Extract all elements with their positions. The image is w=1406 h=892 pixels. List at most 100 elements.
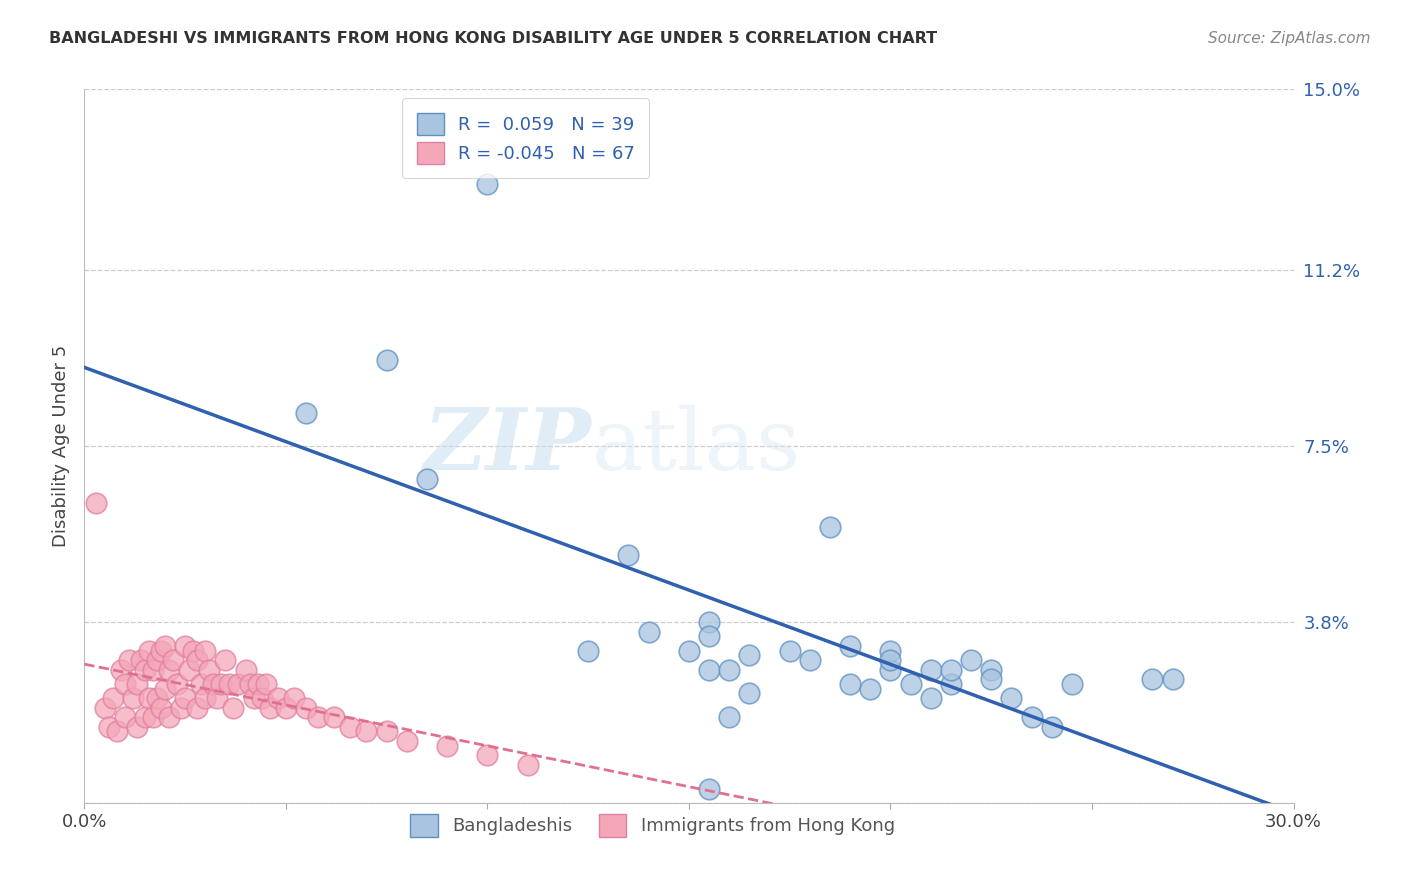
Point [375,724,398,739]
Point [839,677,862,691]
Point [697,663,720,677]
Point [920,691,942,706]
Point [323,710,346,724]
Point [879,653,901,667]
Point [576,643,599,657]
Point [134,663,156,677]
Point [242,691,264,706]
Point [118,653,141,667]
Point [246,677,269,691]
Point [157,663,180,677]
Point [214,653,236,667]
Point [149,700,172,714]
Point [194,643,217,657]
Point [818,520,841,534]
Point [114,677,136,691]
Point [138,643,160,657]
Point [114,710,136,724]
Point [110,663,132,677]
Point [920,663,942,677]
Point [839,639,862,653]
Point [198,663,221,677]
Point [718,710,741,724]
Point [779,643,801,657]
Point [222,700,245,714]
Point [162,653,184,667]
Point [477,178,499,192]
Point [879,663,901,677]
Point [637,624,659,639]
Point [202,677,225,691]
Point [980,663,1002,677]
Point [157,710,180,724]
Point [179,663,201,677]
Point [105,724,128,739]
Text: atlas: atlas [592,404,801,488]
Point [356,724,378,739]
Point [93,700,115,714]
Point [1000,691,1022,706]
Point [207,691,229,706]
Point [101,691,124,706]
Point [86,496,108,510]
Point [738,648,761,663]
Point [254,677,277,691]
Point [939,677,962,691]
Point [146,653,169,667]
Point [186,653,208,667]
Point [697,781,720,796]
Point [218,677,240,691]
Point [879,643,901,657]
Point [307,710,329,724]
Point [121,691,143,706]
Point [153,681,176,696]
Point [194,691,217,706]
Point [416,472,439,486]
Point [1021,710,1043,724]
Point [1040,720,1063,734]
Point [129,653,152,667]
Point [146,691,169,706]
Point [259,700,281,714]
Point [239,677,262,691]
Y-axis label: Disability Age Under 5: Disability Age Under 5 [52,345,70,547]
Point [718,663,741,677]
Point [283,691,305,706]
Point [1060,677,1083,691]
Point [738,686,761,700]
Point [516,757,538,772]
Point [166,677,188,691]
Point [138,691,160,706]
Point [1142,672,1164,686]
Point [235,663,257,677]
Point [339,720,361,734]
Point [190,677,212,691]
Point [295,700,318,714]
Point [678,643,700,657]
Point [295,406,318,420]
Point [142,710,165,724]
Point [395,734,418,748]
Point [267,691,290,706]
Point [125,720,148,734]
Point [250,691,273,706]
Point [617,549,640,563]
Legend: Bangladeshis, Immigrants from Hong Kong: Bangladeshis, Immigrants from Hong Kong [404,807,903,844]
Point [900,677,922,691]
Point [980,672,1002,686]
Point [97,720,120,734]
Point [125,677,148,691]
Point [174,691,197,706]
Point [142,663,165,677]
Point [697,629,720,643]
Point [799,653,821,667]
Point [436,739,458,753]
Point [859,681,882,696]
Point [149,643,172,657]
Point [697,615,720,629]
Point [274,700,297,714]
Point [174,639,197,653]
Point [181,643,204,657]
Point [477,748,499,763]
Point [134,710,156,724]
